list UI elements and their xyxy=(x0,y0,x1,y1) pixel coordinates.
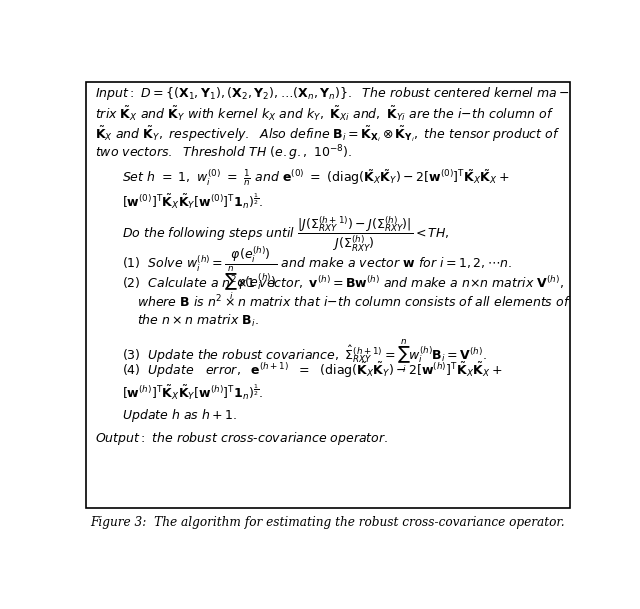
Text: $\mathit{(2)}\ \ \mathit{Calculate\ a\ }n^2{\times}1\ \mathit{vector,\ }\mathbf{: $\mathit{(2)}\ \ \mathit{Calculate\ a\ }… xyxy=(122,274,564,290)
Text: $\mathit{Output:\ the\ robust\ cross\text{-}covariance\ operator.}$: $\mathit{Output:\ the\ robust\ cross\tex… xyxy=(95,431,388,448)
Text: $\mathit{where\ }\mathbf{B}\ \mathit{is\ }n^2 \times n\ \mathit{matrix\ that\ }i: $\mathit{where\ }\mathbf{B}\ \mathit{is\… xyxy=(137,294,571,310)
Text: $\mathit{(3)}\ \ \mathit{Update\ the\ robust\ covariance,\ }\hat{\Sigma}_{RXY}^{: $\mathit{(3)}\ \ \mathit{Update\ the\ ro… xyxy=(122,337,487,375)
Text: $\mathit{(4)}\ \ \mathit{Update\ \ \ error,\ \ }\mathbf{e}^{(h+1)}\ \ =\ \ (\mat: $\mathit{(4)}\ \ \mathit{Update\ \ \ err… xyxy=(122,361,502,380)
Text: $\mathit{trix}\ \tilde{\mathbf{K}}_X\ \mathit{and}\ \tilde{\mathbf{K}}_Y\ \mathi: $\mathit{trix}\ \tilde{\mathbf{K}}_X\ \m… xyxy=(95,105,554,123)
Text: $\mathit{(1)}\ \ \mathit{Solve}\ w_i^{(h)} = \dfrac{\varphi(e_i^{(h)})}{\sum_i^n: $\mathit{(1)}\ \ \mathit{Solve}\ w_i^{(h… xyxy=(122,244,512,302)
FancyBboxPatch shape xyxy=(86,82,570,509)
Text: $\mathit{Do\ the\ following\ steps\ until}\ \dfrac{|J(\Sigma_{RXY}^{(h+1)})-J(\S: $\mathit{Do\ the\ following\ steps\ unti… xyxy=(122,215,450,254)
Text: $\tilde{\mathbf{K}}_X\ \mathit{and}\ \tilde{\mathbf{K}}_Y\mathit{,\ respectively: $\tilde{\mathbf{K}}_X\ \mathit{and}\ \ti… xyxy=(95,124,560,144)
Text: $\mathit{Set}\ h\ =\ 1,\ w_i^{(0)}\ =\ \frac{1}{n}\ \mathit{and}\ \mathbf{e}^{(0: $\mathit{Set}\ h\ =\ 1,\ w_i^{(0)}\ =\ \… xyxy=(122,167,509,188)
Text: $\mathit{the\ }n \times n\ \mathit{matrix\ }\mathbf{B}_i.$: $\mathit{the\ }n \times n\ \mathit{matri… xyxy=(137,313,259,329)
Text: $\mathit{Input:}\ D = \{(\mathbf{X}_1, \mathbf{Y}_1), (\mathbf{X}_2, \mathbf{Y}_: $\mathit{Input:}\ D = \{(\mathbf{X}_1, \… xyxy=(95,85,570,102)
Text: $\mathit{two\ vectors.\ \ Threshold\ TH\ (e.g.,}\ 10^{-8}\mathit{).}$: $\mathit{two\ vectors.\ \ Threshold\ TH\… xyxy=(95,144,352,163)
Text: Figure 3:  The algorithm for estimating the robust cross-covariance operator.: Figure 3: The algorithm for estimating t… xyxy=(91,516,565,529)
Text: $[\mathbf{w}^{(h)}]^\mathrm{T}\tilde{\mathbf{K}}_X\tilde{\mathbf{K}}_Y[\mathbf{w: $[\mathbf{w}^{(h)}]^\mathrm{T}\tilde{\ma… xyxy=(122,383,264,403)
Text: $[\mathbf{w}^{(0)}]^\mathrm{T}\tilde{\mathbf{K}}_X\tilde{\mathbf{K}}_Y[\mathbf{w: $[\mathbf{w}^{(0)}]^\mathrm{T}\tilde{\ma… xyxy=(122,192,264,211)
Text: $\mathit{Update\ }h\ \mathit{as\ }h + 1.$: $\mathit{Update\ }h\ \mathit{as\ }h + 1.… xyxy=(122,407,237,424)
